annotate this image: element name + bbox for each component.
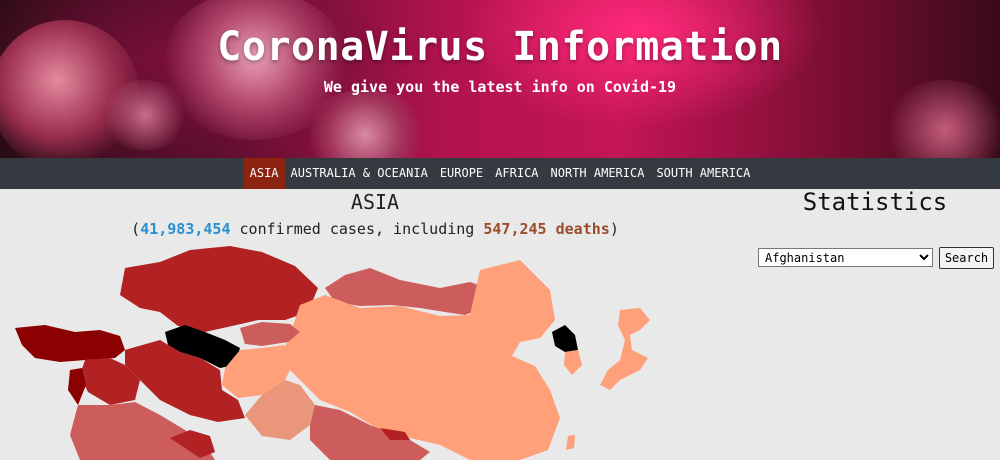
map-country-oman[interactable] (170, 430, 215, 458)
map-country-kazakhstan[interactable] (120, 246, 318, 332)
map-country-japan[interactable] (600, 308, 650, 390)
map-country-afghanistan[interactable] (222, 345, 295, 398)
summary-open-paren: ( (131, 220, 141, 238)
map-country-lebanon[interactable] (68, 368, 86, 405)
map-country-china[interactable] (280, 260, 560, 460)
map-country-iraq[interactable] (80, 358, 140, 405)
nav-item-south-america[interactable]: SOUTH AMERICA (656, 166, 751, 180)
map-country-india[interactable] (310, 405, 430, 460)
map-country-iran[interactable] (125, 340, 245, 422)
map-country-russia[interactable] (325, 268, 500, 315)
summary-close-paren: ) (609, 220, 619, 238)
header-banner: CoronaVirus Information We give you the … (0, 0, 1000, 158)
nav-item-north-america[interactable]: NORTH AMERICA (550, 166, 645, 180)
statistics-title: Statistics (802, 188, 948, 216)
map-country-uzbekistan[interactable] (240, 322, 300, 346)
asia-map[interactable] (0, 240, 700, 460)
nav-item-asia[interactable]: ASIA (243, 158, 285, 189)
nav-item-australia-oceania[interactable]: AUSTRALIA & OCEANIA (290, 166, 428, 180)
map-country-turkmenistan[interactable] (165, 325, 240, 368)
nav-item-africa[interactable]: AFRICA (495, 166, 539, 180)
virus-image (100, 80, 190, 150)
map-country-pakistan[interactable] (245, 380, 315, 440)
page-title: CoronaVirus Information (217, 24, 783, 70)
page-subtitle: We give you the latest info on Covid-19 (323, 78, 677, 96)
map-country-nepal[interactable] (380, 428, 410, 440)
map-country-north-korea[interactable] (552, 325, 578, 352)
deaths-count: 547,245 deaths (483, 220, 610, 238)
map-country-turkey[interactable] (15, 325, 125, 362)
search-button[interactable]: Search (939, 247, 994, 269)
virus-image (300, 90, 430, 158)
confirmed-count: 41,983,454 (140, 220, 231, 238)
map-country-saudi-arabia[interactable] (70, 402, 215, 460)
map-country-taiwan[interactable] (566, 435, 575, 450)
continent-nav: ASIA AUSTRALIA & OCEANIA EUROPE AFRICA N… (0, 158, 1000, 189)
nav-item-europe[interactable]: EUROPE (439, 166, 484, 180)
virus-image (880, 80, 1000, 158)
region-summary: (41,983,454 confirmed cases, including 5… (60, 220, 690, 238)
summary-text: confirmed cases, including (230, 220, 484, 238)
region-title: ASIA (350, 190, 400, 214)
map-country-south-korea[interactable] (564, 350, 582, 375)
country-select[interactable]: Afghanistan (758, 248, 933, 267)
